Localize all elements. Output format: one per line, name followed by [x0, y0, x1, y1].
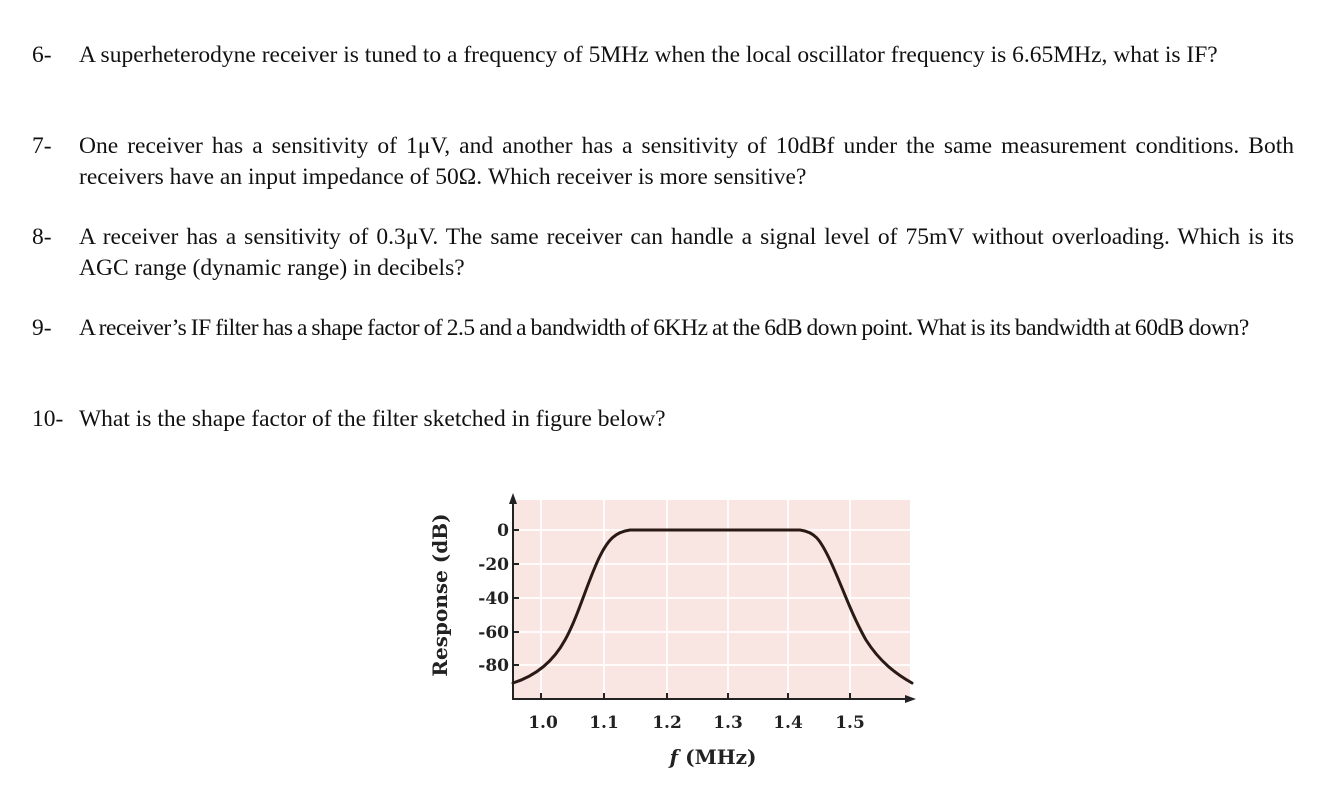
y-tick-label: -60	[478, 623, 509, 643]
x-axis-arrow-icon	[905, 695, 916, 703]
x-axis-label-variable: f	[668, 745, 682, 769]
question-9: 9- A receiver’s IF filter has a shape fa…	[32, 313, 1294, 344]
question-number: 7-	[32, 133, 52, 159]
question-8: 8- A receiver has a sensitivity of 0.3μV…	[32, 222, 1294, 284]
question-number: 10-	[32, 406, 64, 432]
grid	[513, 500, 910, 699]
y-tick-label: -80	[478, 656, 509, 676]
x-axis-label: f (MHz)	[668, 745, 757, 769]
question-6: 6- A superheterodyne receiver is tuned t…	[32, 40, 1294, 71]
y-tick-label: -40	[478, 589, 509, 609]
question-text: One receiver has a sensitivity of 1μV, a…	[79, 133, 1294, 190]
question-10: 10- What is the shape factor of the filt…	[32, 404, 1294, 435]
question-7: 7- One receiver has a sensitivity of 1μV…	[32, 131, 1294, 193]
x-tick-label: 1.2	[652, 713, 682, 733]
filter-response-figure: 0 -20 -40 -60 -80 Response (dB) 1.0 1.1 …	[420, 485, 930, 785]
question-number: 8-	[32, 224, 52, 250]
question-text: What is the shape factor of the filter s…	[79, 406, 666, 432]
x-tick-label: 1.0	[528, 713, 558, 733]
tick-marks	[513, 529, 851, 699]
y-tick-label: -20	[478, 555, 509, 575]
question-text: A receiver’s IF filter has a shape facto…	[79, 315, 1249, 341]
question-text: A receiver has a sensitivity of 0.3μV. T…	[79, 224, 1294, 281]
x-tick-label: 1.1	[589, 713, 619, 733]
response-curve	[511, 528, 914, 685]
y-tick-labels: 0 -20 -40 -60 -80	[478, 521, 509, 676]
x-tick-labels: 1.0 1.1 1.2 1.3 1.4 1.5	[528, 713, 865, 733]
y-tick-label: 0	[497, 521, 509, 541]
y-axis-arrow-icon	[509, 493, 517, 504]
x-tick-label: 1.3	[713, 713, 743, 733]
question-number: 9-	[32, 315, 52, 341]
x-axis-label-unit: (MHz)	[678, 745, 756, 769]
x-tick-label: 1.5	[835, 713, 865, 733]
question-text: A superheterodyne receiver is tuned to a…	[79, 42, 1218, 68]
y-axis-label: Response (dB)	[428, 513, 452, 676]
question-number: 6-	[32, 42, 52, 68]
x-tick-label: 1.4	[773, 713, 803, 733]
